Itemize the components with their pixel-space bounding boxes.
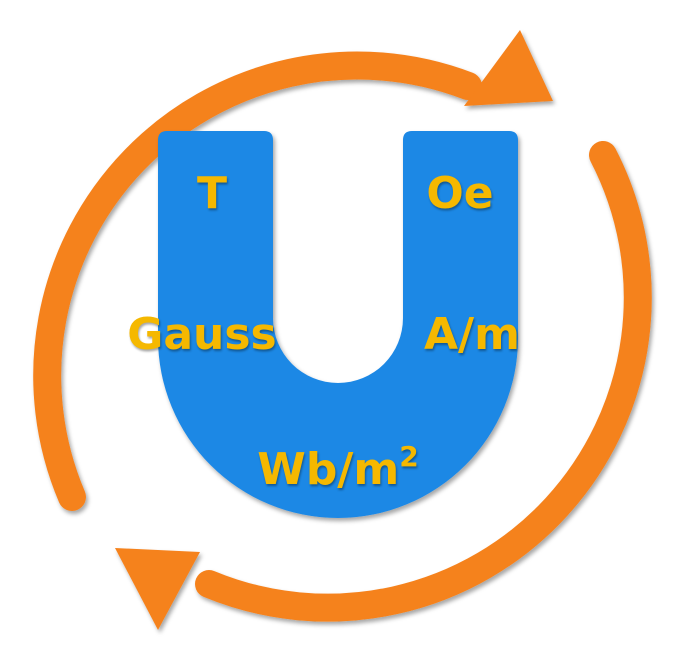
unit-tesla-label: T	[197, 168, 227, 219]
unit-weber-exponent: 2	[399, 440, 418, 473]
unit-weber-label: Wb/m2	[257, 440, 418, 495]
circular-arrow-bottom-icon	[115, 141, 652, 630]
unit-oersted-label: Oe	[426, 168, 493, 219]
unit-weber-base: Wb/m	[257, 444, 399, 495]
unit-amp-per-meter-label: A/m	[424, 309, 520, 360]
arrow-top-head	[464, 30, 553, 106]
arrow-bottom-head	[115, 548, 200, 630]
circular-arrow-top-icon	[33, 30, 553, 511]
arrow-bottom-arc	[195, 141, 652, 622]
arrow-top-arc	[33, 51, 482, 511]
horseshoe-magnet-icon	[158, 131, 518, 518]
unit-gauss-label: Gauss	[127, 309, 277, 360]
